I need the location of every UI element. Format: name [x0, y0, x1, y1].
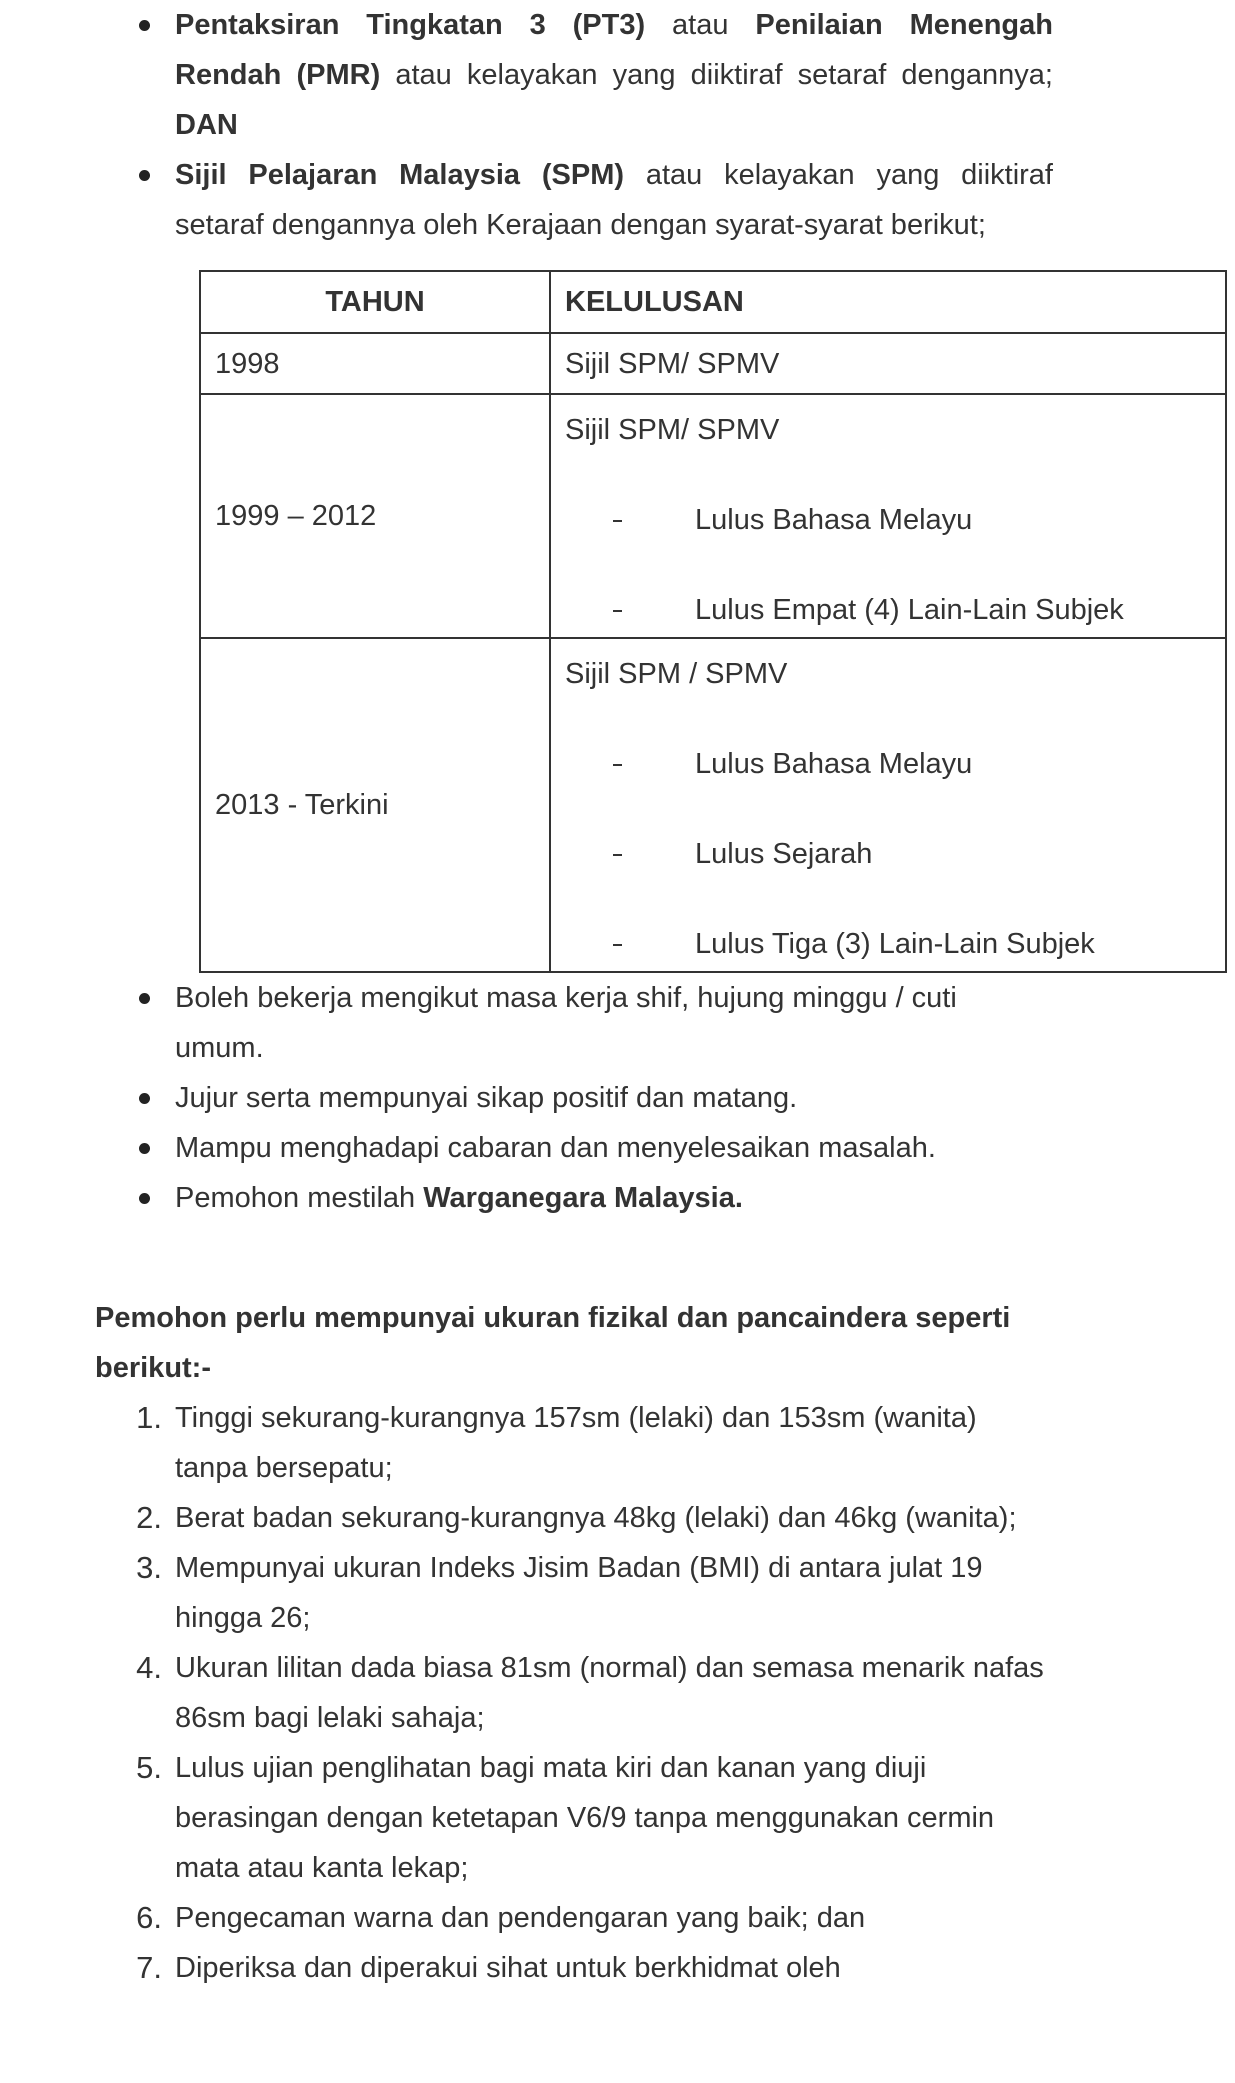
list-item: Sijil Pelajaran Malaysia (SPM) atau kela…	[139, 150, 1053, 250]
list-item: 1. Tinggi sekurang-kurangnya 157sm (lelak…	[136, 1393, 1055, 1493]
year-cell: 1998	[199, 332, 551, 395]
list-item: 6. Pengecaman warna dan pendengaran yang …	[136, 1893, 1055, 1943]
text: Mempunyai ukuran Indeks Jisim Badan (BMI…	[175, 1552, 983, 1634]
header-cell: KELULUSAN	[549, 270, 1227, 334]
dash	[613, 854, 622, 856]
text: Pengecaman warna dan pendengaran yang ba…	[175, 1902, 866, 1934]
condition-text: Lulus Sejarah	[695, 838, 873, 870]
row: 2013 - Terkini Sijil SPM / SPMV Lulus Ba…	[199, 637, 1227, 973]
item-number: 4.	[136, 1650, 162, 1685]
list-item: 5. Lulus ujian penglihatan bagi mata kiri…	[136, 1743, 1055, 1893]
bold-text: Pentaksiran Tingkatan 3 (PT3)	[175, 9, 646, 41]
item-number: 6.	[136, 1900, 162, 1935]
item-number: 5.	[136, 1750, 162, 1785]
cert: Sijil SPM/ SPMV	[565, 414, 780, 446]
dash	[613, 944, 622, 946]
section-heading: Pemohon perlu mempunyai ukuran fizikal d…	[95, 1302, 1011, 1384]
text: Pemohon mestilah	[175, 1182, 416, 1214]
text: Tinggi sekurang-kurangnya 157sm (lelaki)…	[175, 1402, 977, 1484]
list-item: 2. Berat badan sekurang-kurangnya 48kg (l…	[136, 1493, 1055, 1543]
item-number: 3.	[136, 1550, 162, 1585]
cert-cell: Sijil SPM/ SPMV Lulus Bahasa Melayu Lulu…	[549, 393, 1227, 639]
bold-text: Sijil Pelajaran Malaysia (SPM)	[175, 159, 625, 191]
requirements-list: Pentaksiran Tingkatan 3 (PT3) atau Penil…	[0, 0, 1235, 250]
condition-text: Lulus Empat (4) Lain-Lain Subjek	[695, 594, 1124, 626]
cert: Sijil SPM / SPMV	[565, 658, 788, 690]
list-item: 7. Diperiksa dan diperakui sihat untuk be…	[136, 1943, 1055, 1993]
cert-cell: Sijil SPM/ SPMV	[549, 332, 1227, 395]
header-row: TAHUN KELULUSAN	[199, 270, 1227, 334]
text: atau kelayakan yang diiktiraf setaraf de…	[175, 159, 1053, 241]
bold-text: Penilaian Menengah Rendah (PMR)	[175, 9, 1053, 91]
condition: Lulus Tiga (3) Lain-Lain Subjek	[565, 919, 1211, 969]
physical-list: 1. Tinggi sekurang-kurangnya 157sm (lelak…	[0, 1393, 1235, 1993]
dash	[613, 764, 622, 766]
list-item: 4. Ukuran lilitan dada biasa 81sm (normal…	[136, 1643, 1055, 1743]
year-cell: 2013 - Terkini	[199, 637, 551, 973]
item-number: 7.	[136, 1950, 162, 1985]
dash	[613, 520, 622, 522]
text: Berat badan sekurang-kurangnya 48kg (lel…	[175, 1502, 1017, 1534]
year-cell: 1999 – 2012	[199, 393, 551, 639]
bold-text: Warganegara Malaysia.	[423, 1182, 743, 1214]
list-item: Mampu menghadapi cabaran dan menyelesaik…	[139, 1123, 1045, 1173]
text: Lulus ujian penglihatan bagi mata kiri d…	[175, 1752, 995, 1884]
more-requirements-list: Boleh bekerja mengikut masa kerja shif, …	[0, 973, 1235, 1223]
cert-cell: Sijil SPM / SPMV Lulus Bahasa Melayu Lul…	[549, 637, 1227, 973]
list-item: 3. Mempunyai ukuran Indeks Jisim Badan (B…	[136, 1543, 1055, 1643]
text: Diperiksa dan diperakui sihat untuk berk…	[175, 1952, 841, 1984]
list-item: Pentaksiran Tingkatan 3 (PT3) atau Penil…	[139, 0, 1053, 150]
condition-text: Lulus Bahasa Melayu	[695, 748, 973, 780]
condition-text: Lulus Bahasa Melayu	[695, 504, 973, 536]
text: atau	[672, 9, 729, 41]
condition: Lulus Sejarah	[565, 829, 1211, 879]
list-item: Pemohon mestilah Warganegara Malaysia.	[139, 1173, 1045, 1223]
condition: Lulus Bahasa Melayu	[565, 495, 1211, 545]
condition-text: Lulus Tiga (3) Lain-Lain Subjek	[695, 928, 1095, 960]
row: 1998 Sijil SPM/ SPMV	[199, 332, 1227, 395]
bold-text: DAN	[175, 109, 238, 141]
dash	[613, 610, 622, 612]
list-item: Boleh bekerja mengikut masa kerja shif, …	[139, 973, 1045, 1073]
item-number: 2.	[136, 1500, 162, 1535]
text: Boleh bekerja mengikut masa kerja shif, …	[175, 982, 957, 1064]
text: Jujur serta mempunyai sikap positif dan …	[175, 1082, 798, 1114]
text: Ukuran lilitan dada biasa 81sm (normal) …	[175, 1652, 1044, 1734]
header-cell: TAHUN	[199, 270, 551, 334]
row: 1999 – 2012 Sijil SPM/ SPMV Lulus Bahasa…	[199, 393, 1227, 639]
text: atau kelayakan yang diiktiraf setaraf de…	[395, 59, 1053, 91]
text: Mampu menghadapi cabaran dan menyelesaik…	[175, 1132, 936, 1164]
qualification-table: TAHUN KELULUSAN 1998 Sijil SPM/ SPMV 199…	[199, 270, 1227, 973]
item-number: 1.	[136, 1400, 162, 1435]
condition: Lulus Empat (4) Lain-Lain Subjek	[565, 585, 1211, 635]
condition: Lulus Bahasa Melayu	[565, 739, 1211, 789]
list-item: Jujur serta mempunyai sikap positif dan …	[139, 1073, 1045, 1123]
